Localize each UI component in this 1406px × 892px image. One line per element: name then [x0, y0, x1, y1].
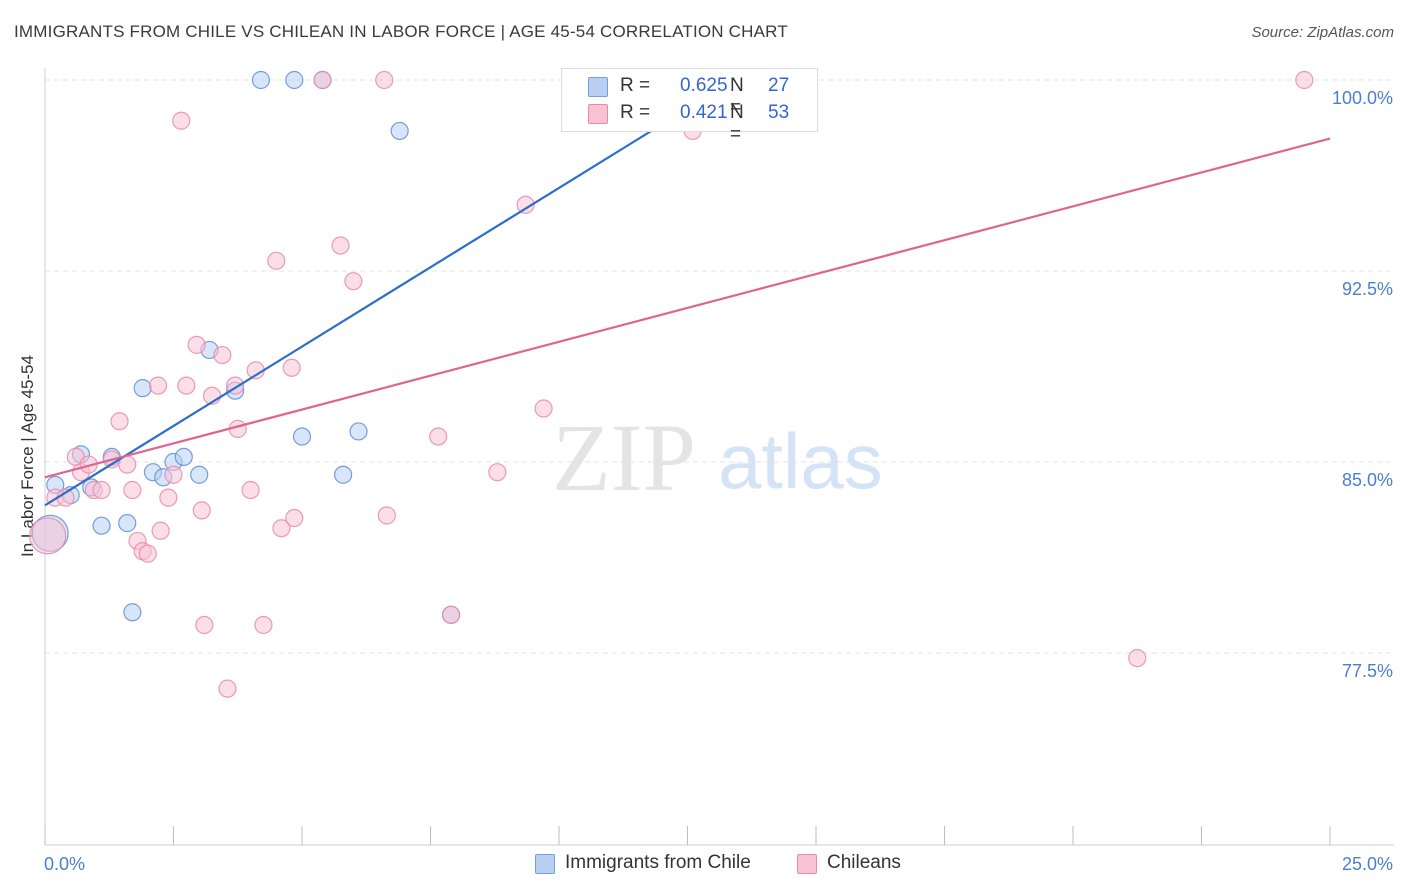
y-tick-label: 100.0% [1332, 88, 1393, 108]
legend-r-label: R = [620, 102, 651, 123]
point-chileans [344, 272, 363, 291]
point-chileans [110, 412, 129, 431]
point-chileans [192, 501, 211, 520]
tick-labels: 77.5% 85.0% 92.5% 100.0% 0.0% 25.0% [44, 88, 1393, 874]
point-chileans [488, 463, 507, 482]
point-chile [174, 447, 193, 467]
point-chileans [123, 480, 142, 500]
y-tick-label: 85.0% [1342, 470, 1393, 490]
point-chileans [92, 480, 111, 500]
legend-swatch-chile [588, 77, 608, 97]
point-chileans [159, 488, 178, 507]
legend-r-label: R = [620, 75, 651, 96]
bottom-legend-label-chileans: Chileans [827, 852, 901, 873]
watermark-atlas: atlas [718, 417, 883, 505]
point-chileans [164, 465, 183, 484]
point-chileans [375, 70, 394, 90]
point-chileans [441, 605, 461, 624]
legend-n-value-chileans: 53 [768, 102, 790, 123]
point-chile [334, 465, 353, 484]
point-chileans [195, 615, 214, 635]
x-tick-label: 25.0% [1342, 854, 1393, 874]
point-chileans [534, 399, 553, 418]
source-label: Source: ZipAtlas.com [1251, 24, 1394, 41]
point-chile [123, 603, 142, 622]
point-chile [292, 427, 312, 446]
point-chileans [151, 521, 170, 540]
point-chileans [241, 480, 260, 500]
legend-n-label: N = [730, 75, 744, 118]
point-chileans [516, 195, 535, 214]
watermark: ZIP atlas [552, 404, 883, 511]
legend-r-value-chile: 0.625 [680, 75, 728, 96]
point-chileans [1295, 70, 1314, 90]
legend-swatch-chileans [588, 104, 608, 124]
legend-n-label: N = [730, 102, 744, 145]
point-chileans [313, 70, 332, 90]
point-chile [118, 514, 137, 533]
chart-title: IMMIGRANTS FROM CHILE VS CHILEAN IN LABO… [14, 22, 788, 41]
correlation-legend: R = 0.625 N = 27 R = 0.421 N = 53 [561, 68, 818, 145]
point-chileans [28, 517, 67, 555]
trend-lines [44, 79, 1331, 507]
watermark-zip: ZIP [552, 404, 696, 511]
point-chileans [138, 544, 157, 563]
trend-line-chile [44, 79, 735, 507]
axes [44, 68, 1394, 846]
point-chile [133, 379, 152, 398]
point-chile [285, 70, 304, 90]
point-chileans [218, 679, 237, 698]
point-chile [190, 465, 209, 484]
point-chileans [213, 345, 232, 365]
point-chileans [254, 615, 273, 635]
point-chileans [1128, 648, 1147, 668]
point-chileans [282, 358, 301, 377]
y-tick-label: 77.5% [1342, 661, 1393, 681]
point-chile [92, 516, 111, 535]
grid-lines [45, 79, 1394, 654]
point-chileans [267, 251, 286, 270]
point-chileans [172, 111, 191, 130]
point-chileans [429, 427, 448, 446]
legend-r-value-chileans: 0.421 [680, 102, 728, 123]
point-chile [390, 121, 409, 141]
bottom-legend-label-chile: Immigrants from Chile [565, 852, 751, 873]
point-chile [251, 70, 270, 90]
point-chileans [331, 236, 350, 255]
legend-n-value-chile: 27 [768, 75, 790, 96]
point-chileans [377, 506, 396, 525]
data-points [28, 70, 1314, 698]
point-chileans [177, 376, 196, 395]
point-chileans [187, 335, 206, 354]
point-chileans [272, 519, 291, 538]
point-chileans [148, 376, 168, 395]
bottom-legend-swatch-chile [535, 854, 555, 874]
trend-line-chileans [44, 137, 1331, 479]
y-tick-label: 92.5% [1342, 279, 1393, 299]
bottom-legend-swatch-chileans [797, 854, 817, 874]
point-chileans [285, 508, 304, 528]
x-tick-label: 0.0% [44, 854, 85, 874]
point-chile [349, 422, 368, 441]
